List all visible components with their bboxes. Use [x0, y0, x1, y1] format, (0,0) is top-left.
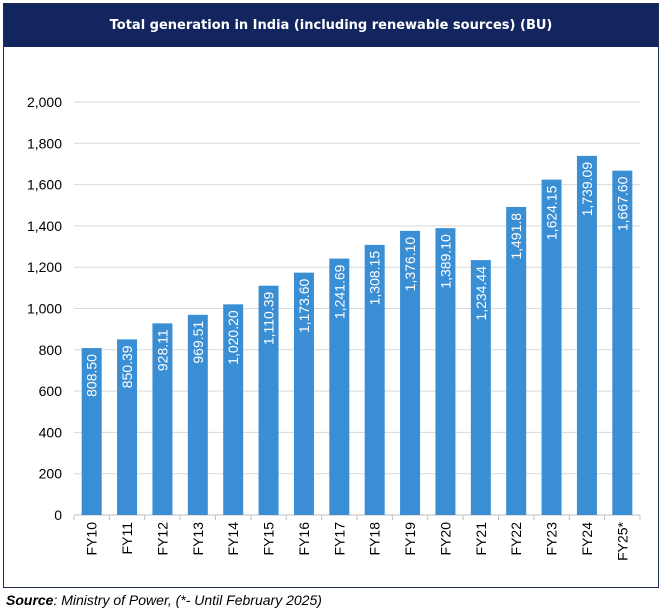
data-label: 1,739.09: [579, 162, 595, 217]
source-label: Source: [6, 592, 54, 608]
bar: [576, 155, 597, 515]
data-label: 808.50: [84, 354, 100, 397]
bar: [187, 314, 208, 515]
bar: [400, 230, 421, 516]
x-tick-label: FY23: [544, 522, 560, 556]
x-tick-label: FY11: [119, 522, 135, 555]
y-tick-label: 600: [39, 383, 63, 399]
bar: [293, 272, 314, 515]
x-tick-label: FY18: [367, 522, 383, 556]
data-label: 850.39: [119, 345, 135, 388]
data-label: 1,491.8: [508, 213, 524, 260]
y-tick-label: 1,600: [27, 177, 62, 193]
bar: [223, 304, 244, 515]
y-tick-label: 1,200: [27, 259, 62, 275]
bar: [258, 285, 279, 515]
data-label: 1,234.44: [473, 266, 489, 321]
y-tick-label: 1,800: [27, 135, 62, 151]
data-label: 1,667.60: [614, 176, 630, 231]
y-tick-label: 2,000: [27, 94, 62, 110]
x-tick-label: FY14: [225, 522, 241, 556]
x-tick-label: FY12: [154, 522, 170, 556]
x-tick-label: FY24: [579, 522, 595, 556]
data-label: 1,376.10: [402, 237, 418, 292]
data-label: 1,241.69: [331, 264, 347, 319]
y-tick-label: 0: [54, 507, 62, 523]
bar: [152, 323, 173, 515]
y-tick-label: 1,000: [27, 301, 62, 317]
bar: [541, 179, 562, 515]
x-tick-label: FY19: [402, 522, 418, 556]
x-tick-label: FY10: [84, 522, 100, 556]
bar: [81, 348, 102, 515]
chart-title: Total generation in India (including ren…: [4, 4, 658, 47]
x-tick-label: FY22: [508, 522, 524, 556]
x-tick-label: FY15: [261, 522, 277, 556]
data-label: 1,624.15: [544, 185, 560, 240]
data-label: 928.11: [154, 329, 170, 371]
bar: [117, 339, 138, 515]
bar: [506, 206, 527, 515]
x-tick-label: FY21: [473, 522, 489, 556]
x-tick-label: FY13: [190, 522, 206, 556]
x-tick-label: FY17: [331, 522, 347, 556]
y-tick-label: 200: [39, 466, 63, 482]
data-label: 1,020.20: [225, 310, 241, 365]
bar: [612, 170, 633, 515]
data-label: 969.51: [190, 321, 206, 364]
x-tick-label: FY16: [296, 522, 312, 556]
x-tick-label: FY25*: [614, 521, 630, 560]
bar: [329, 258, 350, 515]
y-tick-label: 800: [39, 342, 63, 358]
source-note: Source: Ministry of Power, (*- Until Feb…: [6, 592, 322, 608]
bar: [364, 244, 385, 516]
data-label: 1,308.15: [367, 251, 383, 306]
bar: [435, 228, 456, 515]
data-label: 1,110.39: [261, 292, 277, 346]
y-tick-label: 1,400: [27, 218, 62, 234]
y-tick-label: 400: [39, 424, 63, 440]
x-tick-label: FY20: [437, 522, 453, 556]
data-label: 1,389.10: [437, 234, 453, 289]
data-label: 1,173.60: [296, 278, 312, 333]
bar: [470, 260, 491, 515]
source-text: : Ministry of Power, (*- Until February …: [53, 592, 322, 608]
